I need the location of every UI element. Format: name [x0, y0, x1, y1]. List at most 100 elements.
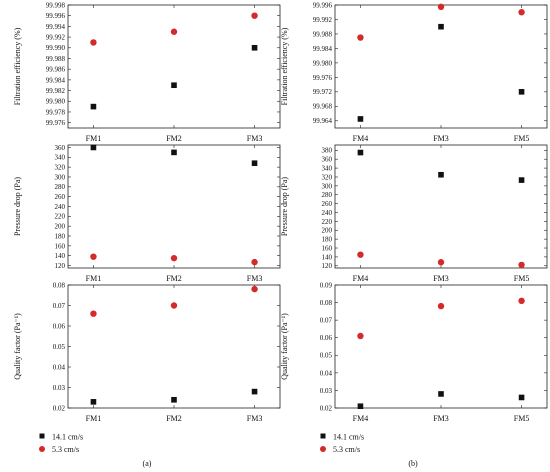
chart-b-row0: 99.964 99.968 99.972 99.976 99.980 99.984 99.9…: [280, 1, 548, 143]
chart-b-row1: 1201401601802002202402602803003203403603…: [280, 144, 548, 283]
data-point-5-3-cm-s: [357, 251, 364, 258]
y-tick-label: 340: [322, 164, 333, 172]
data-point-14-1-cm-s: [438, 171, 444, 178]
x-category-label: FM4: [353, 414, 369, 423]
data-point-14-1-cm-s: [90, 103, 97, 110]
y-tick-label: 99.992: [313, 16, 333, 24]
data-point-5-3-cm-s: [518, 9, 525, 16]
data-point-5-3-cm-s: [437, 3, 445, 11]
y-tick-label: 99.990: [46, 44, 66, 52]
data-point-5-3-cm-s: [170, 28, 178, 35]
x-category-label: FM1: [86, 414, 102, 423]
y-tick-label: 0.02: [320, 404, 333, 412]
data-point-14-1-cm-s: [438, 23, 444, 30]
data-point-5-3-cm-s: [170, 302, 178, 309]
chart-b-row2: 0.02 0.03 0.04 0.05 0.06 0.07 0.08 0.09 FM4 FM3 FM…: [280, 281, 548, 423]
y-tick-label: 280: [55, 183, 66, 191]
data-point-5-3-cm-s: [437, 259, 445, 266]
y-tick-label: 99.984: [46, 76, 66, 84]
panel-label-a: (a): [143, 459, 152, 468]
x-category-label: FM3: [433, 274, 449, 283]
y-tick-label: 99.972: [313, 88, 333, 96]
x-category-label: FM3: [247, 134, 263, 143]
plot-frame: [67, 4, 281, 129]
y-tick-label: 0.07: [53, 302, 66, 310]
data-point-14-1-cm-s: [90, 144, 97, 151]
x-category-label: FM2: [166, 414, 182, 423]
legend-square-marker: [39, 433, 45, 439]
y-tick-label: 240: [322, 209, 333, 217]
data-point-5-3-cm-s: [251, 258, 258, 266]
y-tick-label: 99.988: [46, 55, 66, 63]
y-axis-title: Pressure drop (Pa): [280, 177, 289, 236]
data-point-14-1-cm-s: [357, 116, 364, 122]
y-tick-label: 99.964: [313, 117, 333, 125]
y-tick-label: 280: [322, 191, 333, 199]
y-tick-label: 99.998: [46, 1, 66, 9]
y-tick-label: 120: [322, 262, 333, 270]
plot-frame: [67, 144, 281, 269]
y-tick-label: 260: [55, 193, 66, 201]
y-tick-label: 0.04: [53, 363, 66, 371]
y-tick-label: 240: [55, 203, 66, 211]
x-category-label: FM3: [433, 414, 449, 423]
plot-frame: [334, 4, 548, 129]
y-tick-label: 99.984: [313, 45, 333, 53]
x-category-label: FM1: [86, 134, 102, 143]
y-tick-label: 160: [55, 242, 66, 250]
y-tick-label: 180: [322, 236, 333, 244]
y-tick-label: 340: [55, 154, 66, 162]
x-category-label: FM2: [166, 274, 182, 283]
data-point-5-3-cm-s: [251, 12, 258, 19]
y-tick-label: 0.04: [320, 369, 333, 377]
y-tick-label: 320: [55, 164, 66, 172]
data-point-5-3-cm-s: [90, 253, 97, 260]
legend-label-series1: 14.1 cm/s: [333, 433, 364, 442]
data-point-5-3-cm-s: [437, 302, 445, 310]
y-tick-label: 99.996: [46, 12, 66, 20]
y-tick-label: 0.03: [53, 384, 66, 392]
y-tick-label: 0.05: [53, 343, 66, 351]
y-tick-label: 0.08: [320, 299, 333, 307]
data-point-14-1-cm-s: [518, 177, 525, 183]
chart-a-row0: 99.976 99.978 99.980 99.982 99.984 99.986 99.9…: [13, 1, 281, 143]
data-point-14-1-cm-s: [171, 397, 177, 403]
plot-frame: [334, 144, 548, 269]
y-tick-label: 99.986: [46, 66, 66, 74]
y-tick-label: 99.976: [313, 74, 333, 82]
data-point-5-3-cm-s: [357, 332, 364, 340]
y-tick-label: 320: [322, 173, 333, 181]
data-point-14-1-cm-s: [251, 160, 258, 167]
y-tick-label: 180: [55, 232, 66, 240]
y-tick-label: 99.978: [46, 108, 66, 116]
data-point-14-1-cm-s: [251, 388, 258, 395]
data-point-5-3-cm-s: [357, 34, 364, 41]
data-point-5-3-cm-s: [90, 39, 97, 46]
data-point-5-3-cm-s: [518, 261, 525, 269]
y-tick-label: 380: [322, 147, 333, 155]
data-point-14-1-cm-s: [171, 149, 177, 156]
y-tick-label: 200: [55, 223, 66, 231]
data-point-14-1-cm-s: [518, 394, 525, 401]
chart-a-row2: 0.02 0.03 0.04 0.05 0.06 0.07 0.08 FM1 FM2 FM3 Qua…: [13, 281, 281, 423]
x-category-label: FM3: [247, 274, 263, 283]
y-tick-label: 300: [55, 173, 66, 181]
y-tick-label: 0.02: [53, 404, 66, 412]
y-tick-label: 300: [322, 182, 333, 190]
y-tick-label: 99.968: [313, 103, 333, 111]
legend-label-series2: 5.3 cm/s: [52, 445, 79, 454]
x-category-label: FM3: [433, 134, 449, 143]
y-axis-title: Quality factor (Pa⁻¹): [13, 313, 22, 380]
y-tick-label: 160: [322, 244, 333, 252]
y-tick-label: 0.03: [320, 387, 333, 395]
legend-circle-marker: [39, 446, 45, 452]
legend-right: 14.1 cm/s 5.3 cm/s: [320, 433, 364, 454]
panel-label-b: (b): [408, 459, 418, 468]
x-category-label: FM5: [514, 134, 530, 143]
y-tick-label: 99.992: [46, 33, 66, 41]
legend-left: 14.1 cm/s 5.3 cm/s: [39, 433, 83, 454]
data-point-14-1-cm-s: [357, 403, 364, 410]
data-point-5-3-cm-s: [518, 297, 525, 305]
x-category-label: FM4: [353, 134, 369, 143]
y-axis-title: Quality factor (Pa⁻¹): [280, 313, 289, 380]
